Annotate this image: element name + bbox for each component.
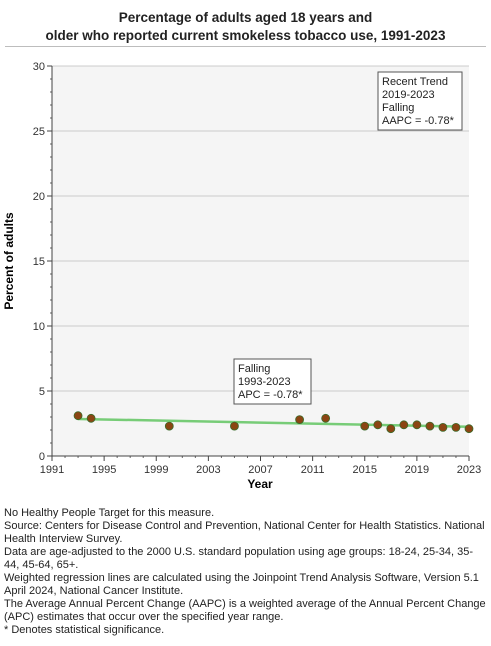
footnote-3: Weighted regression lines are calculated… [4, 572, 479, 597]
footnote-4: The Average Annual Percent Change (AAPC)… [4, 598, 486, 623]
data-point-11 [425, 421, 435, 431]
x-axis-label: Year [247, 477, 273, 491]
y-tick-label-6: 30 [33, 61, 45, 73]
chart-area: 0 5 10 15 20 25 30 1991 1995 1999 2003 2007 2011 2015… [2, 61, 481, 491]
data-point-5 [321, 413, 331, 423]
y-tick-label-1: 5 [39, 386, 45, 398]
data-point-1 [86, 413, 96, 423]
y-tick-label-3: 15 [33, 256, 45, 268]
x-tick-label-0: 1991 [40, 464, 64, 476]
data-point-0 [73, 411, 83, 421]
gridlines [52, 65, 469, 392]
x-tick-label-4: 2007 [248, 464, 272, 476]
x-tick-label-1: 1995 [92, 464, 116, 476]
data-point-4 [295, 415, 304, 425]
x-tick-label-3: 2003 [196, 464, 220, 476]
footnote-2: Data are age-adjusted to the 2000 U.S. s… [4, 546, 474, 571]
data-point-9 [399, 420, 409, 430]
chart-title: Percentage of adults aged 18 years and o… [0, 9, 491, 45]
x-tick-label-2: 1999 [144, 464, 168, 476]
x-tick-label-8: 2023 [457, 464, 481, 476]
y-tick-label-2: 10 [33, 321, 45, 333]
data-point-14 [464, 424, 474, 434]
data-point-2 [164, 421, 174, 431]
annotation-1-line-3: AAPC = -0.78* [382, 115, 455, 127]
annotation-0-line-1: 1993-2023 [238, 376, 291, 388]
annotation-1-line-0: Recent Trend [382, 76, 448, 88]
footnote-5: * Denotes statistical significance. [4, 624, 165, 636]
chart-title-line-1: Percentage of adults aged 18 years and [118, 10, 373, 25]
data-point-6 [360, 421, 370, 431]
footnote-1: Source: Centers for Disease Control and … [4, 520, 485, 545]
x-tick-label-5: 2011 [301, 464, 325, 476]
x-tick-label-7: 2019 [405, 464, 429, 476]
footnotes: No Healthy People Target for this measur… [4, 507, 488, 637]
y-axis-label: Percent of adults [2, 212, 16, 310]
annotation-1-line-2: Falling [382, 102, 414, 114]
title-divider [5, 46, 486, 47]
axes: 0 5 10 15 20 25 30 1991 1995 1999 2003 2007 2011 2015… [33, 61, 481, 476]
chart-title-line-2: older who reported current smokeless tob… [45, 28, 446, 43]
annotation-1-line-1: 2019-2023 [382, 89, 435, 101]
data-points [73, 411, 474, 434]
annotation-0-line-0: Falling [238, 363, 270, 375]
data-point-8 [386, 424, 396, 434]
data-point-10 [412, 420, 422, 430]
data-point-7 [373, 420, 383, 430]
data-point-12 [438, 422, 448, 432]
footnote-0: No Healthy People Target for this measur… [4, 507, 215, 519]
x-tick-label-6: 2015 [353, 464, 377, 476]
y-tick-label-4: 20 [33, 191, 45, 203]
data-point-3 [230, 421, 239, 431]
y-tick-label-5: 25 [33, 126, 45, 138]
annotation-box-1 [377, 71, 463, 131]
annotation-box-0 [233, 358, 312, 405]
y-tick-label-0: 0 [39, 451, 45, 463]
annotation-0-line-2: APC = -0.78* [238, 389, 303, 401]
data-point-13 [451, 422, 461, 432]
